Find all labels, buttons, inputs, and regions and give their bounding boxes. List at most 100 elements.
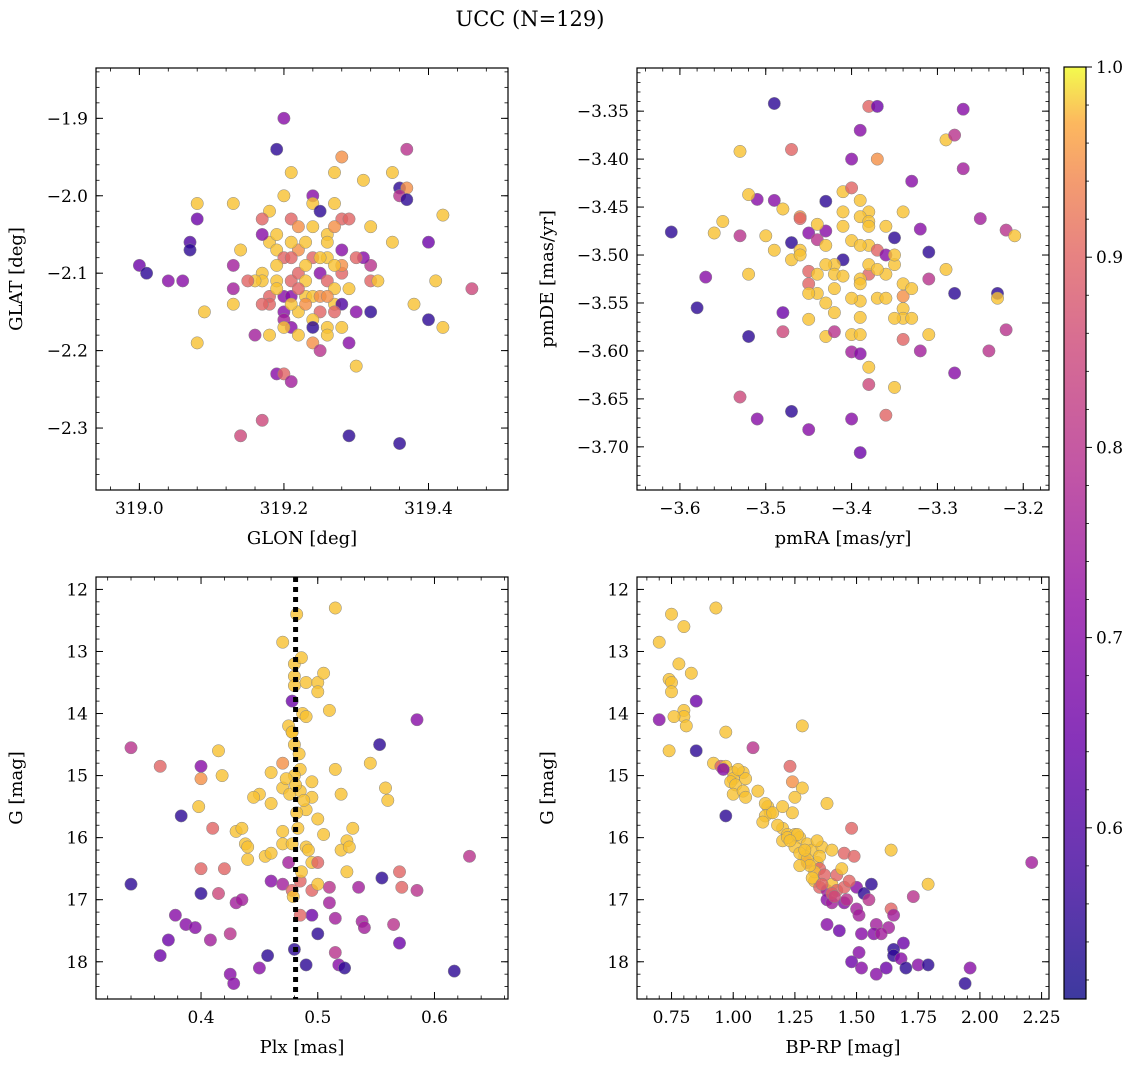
scatter-point <box>197 305 211 319</box>
x-tick-label: 0.6 <box>421 1008 448 1028</box>
scatter-point <box>847 849 861 863</box>
scatter-point <box>742 188 756 202</box>
scatter-point <box>913 344 927 358</box>
x-tick-label: 1.50 <box>838 1008 876 1028</box>
scatter-point <box>261 949 275 963</box>
scatter-point <box>364 220 378 234</box>
scatter-point <box>335 243 349 257</box>
scatter-point <box>276 756 290 770</box>
scatter-point <box>342 840 356 854</box>
scatter-point <box>802 423 816 437</box>
scatter-point <box>291 328 305 342</box>
scatter-point <box>956 162 970 176</box>
y-axis-label: GLAT [deg] <box>6 227 27 331</box>
scatter-point <box>785 806 799 820</box>
scatter-point <box>819 238 833 252</box>
scatter-point <box>922 328 936 342</box>
scatter-points <box>664 97 1022 460</box>
scatter-point <box>785 404 798 418</box>
scatter-point <box>864 877 878 891</box>
scatter-point <box>888 311 901 325</box>
scatter-point <box>338 961 352 975</box>
scatter-point <box>226 282 240 296</box>
scatter-point <box>235 893 249 907</box>
scatter-point <box>776 800 790 814</box>
scatter-point <box>750 412 764 426</box>
scatter-point <box>956 102 970 116</box>
scatter-point <box>349 359 363 373</box>
scatter-point <box>385 166 399 179</box>
y-tick-label: 15 <box>607 767 629 787</box>
scatter-point <box>662 744 676 758</box>
y-tick-label: −3.55 <box>577 294 629 314</box>
scatter-point <box>852 908 866 922</box>
scatter-point <box>174 809 188 823</box>
y-axis-label: pmDE [mas/yr] <box>537 210 558 348</box>
scatter-point <box>853 310 867 324</box>
scatter-point <box>939 262 953 276</box>
scatter-point <box>153 759 167 773</box>
scatter-point <box>340 865 354 879</box>
scatter-point <box>176 274 190 288</box>
scatter-point <box>183 243 197 257</box>
scatter-point <box>862 219 876 233</box>
scatter-point <box>793 248 807 262</box>
scatter-point <box>739 772 753 786</box>
scatter-point <box>247 790 261 804</box>
scatter-point <box>264 874 278 888</box>
scatter-point <box>879 219 893 233</box>
scatter-point <box>297 793 311 807</box>
scatter-point <box>845 955 859 969</box>
scatter-point <box>284 375 298 389</box>
scatter-point <box>689 694 703 708</box>
scatter-point <box>776 202 790 216</box>
x-tick-label: −3.5 <box>745 499 786 519</box>
scatter-point <box>836 205 850 219</box>
scatter-point <box>832 924 846 938</box>
y-tick-label: −2.3 <box>47 419 88 439</box>
colorbar-tick-label: 0.9 <box>1096 248 1123 268</box>
scatter-point <box>328 305 341 319</box>
scatter-point <box>733 390 747 404</box>
x-tick-label: 2.00 <box>961 1008 999 1028</box>
x-axis-label: GLON [deg] <box>247 528 357 549</box>
scatter-point <box>819 258 833 272</box>
scatter-point <box>311 927 325 941</box>
scatter-point <box>188 921 202 935</box>
scatter-point <box>776 306 790 320</box>
scatter-point <box>313 344 327 358</box>
scatter-point <box>375 871 389 885</box>
scatter-point <box>879 961 893 975</box>
scatter-point <box>664 225 678 239</box>
scatter-point <box>320 235 334 249</box>
scatter-point <box>948 366 962 380</box>
x-tick-label: −3.6 <box>659 499 700 519</box>
scatter-point <box>270 228 284 241</box>
scatter-point <box>206 821 220 835</box>
x-tick-label: 1.75 <box>899 1008 937 1028</box>
scatter-point <box>874 927 888 941</box>
scatter-point <box>798 843 812 857</box>
y-tick-label: 12 <box>607 580 629 600</box>
scatter-point <box>819 296 833 310</box>
figure-title: UCC (N=129) <box>456 7 605 31</box>
scatter-point <box>973 212 987 226</box>
scatter-point <box>879 291 893 305</box>
scatter-point <box>677 620 691 634</box>
scatter-point <box>410 883 424 897</box>
scatter-point <box>827 282 841 296</box>
scatter-point <box>161 933 175 947</box>
scatter-point <box>870 99 884 113</box>
scatter-point <box>905 174 919 188</box>
scatter-point <box>379 781 392 795</box>
scatter-points <box>124 601 476 990</box>
y-tick-label: −3.70 <box>577 438 629 458</box>
scatter-point <box>905 282 919 296</box>
scatter-point <box>317 828 331 841</box>
scatter-point <box>862 893 876 907</box>
panels: 319.0 319.2 319.4 −1.9 −2.0 −2.1 −2.2 −2.3 GLON … <box>6 67 1061 1058</box>
scatter-point <box>845 412 859 426</box>
scatter-point <box>263 328 276 342</box>
y-tick-label: 15 <box>66 767 88 787</box>
